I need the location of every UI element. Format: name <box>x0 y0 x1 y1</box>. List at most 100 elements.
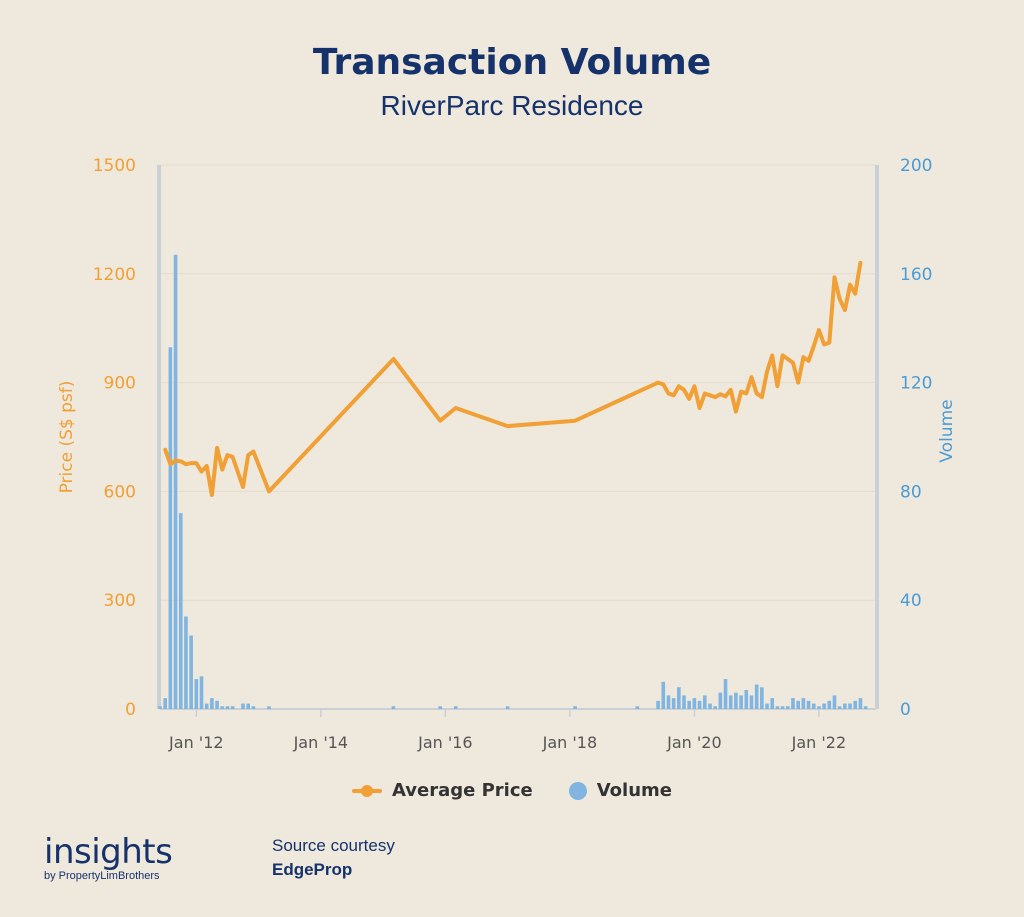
brand-logo-text: insights <box>44 832 173 872</box>
right-axis-line <box>875 165 879 709</box>
legend-item-volume[interactable]: Volume <box>568 780 672 801</box>
volume-bar <box>184 616 188 709</box>
y-left-axis-title: Price (S$ psf) <box>57 381 77 494</box>
volume-bar <box>661 681 666 709</box>
legend-label-volume: Volume <box>596 780 672 801</box>
volume-bar <box>225 706 230 709</box>
source-credit: Source courtesy EdgeProp <box>272 836 395 880</box>
y-right-tick-label: 120 <box>900 374 932 394</box>
volume-bar <box>438 706 442 709</box>
y-left-tick-label: 1200 <box>93 265 136 285</box>
y-right-tick-label: 200 <box>900 156 932 176</box>
volume-bar <box>158 706 162 709</box>
volume-bar <box>677 687 681 709</box>
volume-bar <box>656 700 660 709</box>
volume-bar <box>505 706 510 709</box>
volume-bar <box>204 703 209 709</box>
volume-bar <box>230 706 235 709</box>
y-left-tick-label: 1500 <box>93 156 136 176</box>
volume-bar <box>251 706 256 709</box>
volume-bar <box>573 706 577 709</box>
volume-bar <box>173 254 178 709</box>
volume-bar <box>241 703 245 709</box>
volume-bar <box>697 700 702 709</box>
volume-bar <box>806 700 811 709</box>
volume-bar <box>671 698 676 709</box>
volume-bar <box>734 692 738 709</box>
line-marker-icon <box>352 784 382 797</box>
average-price-line <box>163 260 863 497</box>
volume-bar <box>853 700 858 709</box>
brand-logo: insights by PropertyLimBrothers <box>44 832 173 882</box>
volume-bar <box>666 695 671 709</box>
volume-bar <box>708 703 712 709</box>
source-name: EdgeProp <box>272 860 353 879</box>
volume-bar <box>453 706 458 709</box>
y-right-tick-label: 80 <box>900 482 922 502</box>
transaction-volume-chart: 0 300 600 900 1200 1500 0 40 80 120 160 200 Price (S… <box>57 156 957 752</box>
volume-bar <box>832 695 837 709</box>
brand-logo-subtext: by PropertyLimBrothers <box>44 870 160 882</box>
y-left-tick-label: 600 <box>104 482 136 502</box>
volume-bar <box>749 695 754 709</box>
volume-bar <box>692 698 697 709</box>
volume-bar <box>215 700 219 709</box>
volume-bar <box>801 698 806 709</box>
volume-bar <box>822 703 826 709</box>
x-tick-label: Jan '22 <box>791 733 847 752</box>
volume-bar <box>189 635 193 709</box>
volume-bar <box>780 706 785 709</box>
volume-bar <box>811 703 816 709</box>
volume-bar <box>687 700 692 709</box>
volume-bar <box>754 684 759 709</box>
x-tick-label: Jan '12 <box>168 733 224 752</box>
volume-bar <box>744 689 749 709</box>
chart-subtitle: RiverParc Residence <box>380 90 644 121</box>
volume-bar <box>791 698 795 709</box>
volume-bar <box>837 706 842 709</box>
volume-bar <box>168 347 173 709</box>
volume-bar <box>635 706 640 709</box>
volume-bar <box>827 700 832 709</box>
volume-bar <box>858 698 863 709</box>
volume-bar <box>391 706 396 709</box>
x-tick-label: Jan '18 <box>542 733 598 752</box>
source-label: Source courtesy <box>272 836 395 855</box>
x-tick-label: Jan '14 <box>293 733 349 752</box>
volume-bar <box>770 698 775 709</box>
volume-bar <box>848 703 852 709</box>
y-right-tick-label: 160 <box>900 265 932 285</box>
volume-bar <box>702 695 707 709</box>
y-right-tick-label: 0 <box>900 700 911 720</box>
y-left-tick-label: 900 <box>104 374 136 394</box>
volume-bar <box>718 692 723 709</box>
volume-bar <box>163 698 167 709</box>
volume-bar <box>194 679 199 709</box>
chart-title: Transaction Volume <box>312 42 712 83</box>
legend-item-average-price[interactable]: Average Price <box>352 780 533 801</box>
volume-bar <box>246 703 251 709</box>
volume-bar <box>765 703 769 709</box>
volume-bar <box>723 679 728 709</box>
dot-marker-icon <box>568 781 587 800</box>
volume-bar <box>210 698 214 709</box>
volume-bar <box>220 706 225 709</box>
volume-bar <box>178 513 183 709</box>
volume-bar <box>785 706 790 709</box>
x-tick-label: Jan '16 <box>417 733 473 752</box>
volume-bar <box>267 706 271 709</box>
volume-bar <box>713 706 717 709</box>
y-left-tick-label: 0 <box>125 700 136 720</box>
volume-bar <box>843 703 847 709</box>
volume-bar <box>682 695 686 709</box>
volume-bar <box>863 706 868 709</box>
y-left-tick-label: 300 <box>104 591 136 611</box>
chart-legend: Average Price Volume <box>0 780 1024 801</box>
volume-bar <box>199 676 204 709</box>
legend-label-average-price: Average Price <box>392 780 533 801</box>
volume-bar <box>728 695 733 709</box>
x-tick-label: Jan '20 <box>666 733 722 752</box>
y-right-tick-label: 40 <box>900 591 922 611</box>
y-right-axis-title: Volume <box>937 399 957 462</box>
volume-bar <box>775 706 780 709</box>
